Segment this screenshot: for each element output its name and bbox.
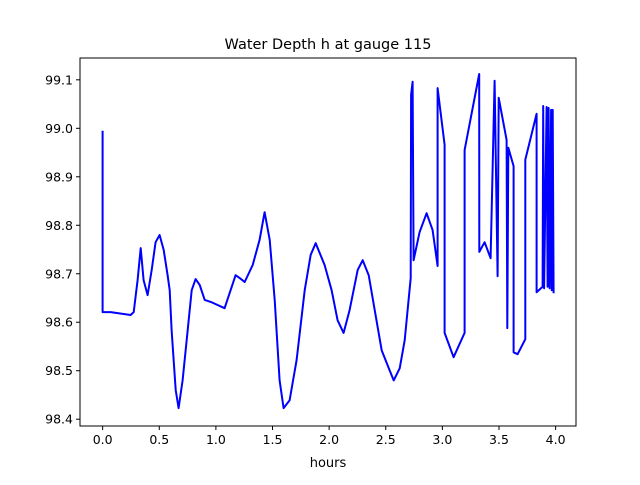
y-tick-label: 99.1	[45, 72, 73, 87]
y-tick-label: 99.0	[45, 121, 73, 136]
y-tick-label: 98.4	[45, 412, 73, 427]
y-tick-label: 98.9	[45, 169, 73, 184]
chart-title: Water Depth h at gauge 115	[225, 37, 432, 53]
x-tick-label: 1.5	[263, 432, 283, 447]
x-tick-label: 4.0	[546, 432, 566, 447]
axes-frame	[79, 57, 577, 427]
x-tick-label: 2.0	[319, 432, 339, 447]
y-tick-label: 98.5	[45, 363, 73, 378]
y-tick-label: 98.6	[45, 315, 73, 330]
x-tick-label: 3.5	[489, 432, 509, 447]
y-tick-label: 98.7	[45, 266, 73, 281]
series-line-h	[101, 73, 555, 410]
x-tick-label: 3.0	[432, 432, 452, 447]
x-tick-label: 1.0	[206, 432, 226, 447]
x-axis-label: hours	[310, 456, 347, 471]
y-tick-label: 98.8	[45, 218, 73, 233]
x-tick-label: 2.5	[376, 432, 396, 447]
x-tick-label: 0.5	[149, 432, 169, 447]
x-tick-label: 0.0	[93, 432, 113, 447]
